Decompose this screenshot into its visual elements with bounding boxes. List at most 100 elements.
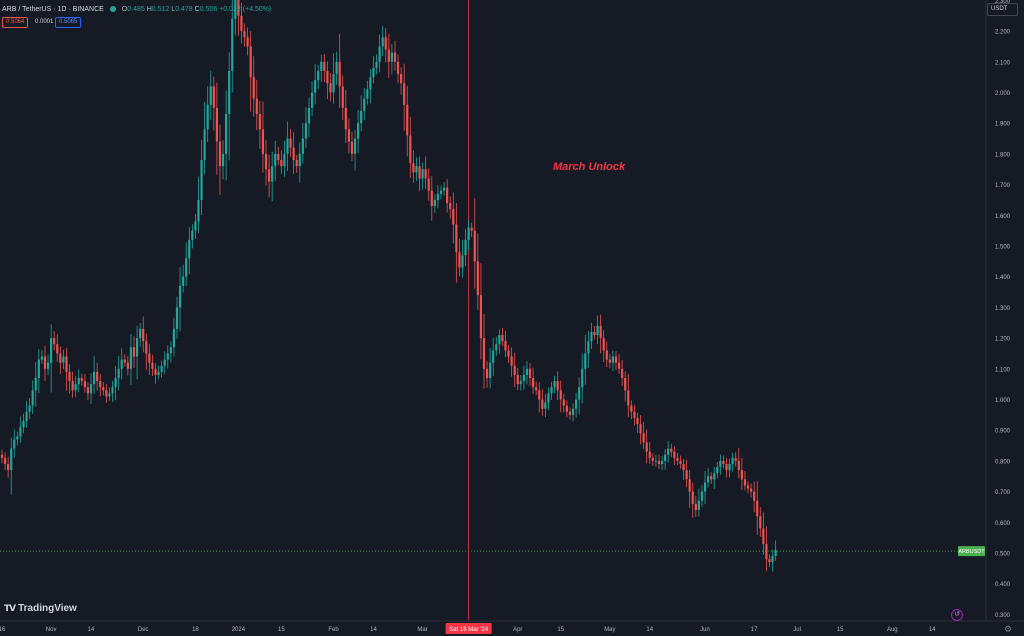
candle bbox=[307, 97, 311, 138]
candle bbox=[200, 139, 203, 216]
candle bbox=[129, 334, 133, 386]
candle bbox=[390, 43, 393, 75]
candle bbox=[157, 365, 160, 380]
candle bbox=[768, 554, 771, 567]
candle bbox=[630, 400, 633, 420]
candle bbox=[40, 350, 44, 365]
candle bbox=[495, 336, 498, 356]
candle bbox=[611, 350, 615, 372]
candle bbox=[562, 394, 565, 413]
candle bbox=[31, 380, 34, 414]
candle bbox=[7, 456, 10, 478]
tradingview-logo[interactable]: 𝗧𝗩 TradingView bbox=[4, 603, 77, 614]
candle bbox=[249, 31, 252, 112]
candle bbox=[28, 397, 31, 420]
candle bbox=[169, 341, 172, 363]
time-tick-label: Aug bbox=[887, 627, 898, 633]
candle bbox=[369, 69, 372, 104]
price-tick-label: 1.200 bbox=[995, 337, 1011, 343]
candle bbox=[80, 373, 83, 386]
candle bbox=[464, 229, 467, 266]
candle bbox=[203, 101, 206, 175]
candle bbox=[691, 482, 694, 518]
candle bbox=[716, 462, 719, 479]
candle bbox=[292, 132, 295, 174]
candle bbox=[225, 90, 228, 181]
chart-header: ARB / TetherUS · 1D · BINANCE O0.485 H0.… bbox=[2, 3, 271, 15]
candle bbox=[56, 334, 59, 362]
open-value: 0.485 bbox=[127, 5, 145, 13]
crosshair: Sat 16 Mar '24 bbox=[445, 0, 492, 634]
candle bbox=[403, 63, 406, 131]
candle bbox=[498, 329, 501, 354]
candle bbox=[602, 330, 605, 363]
candle bbox=[102, 382, 105, 396]
candle bbox=[421, 162, 424, 190]
candle bbox=[587, 330, 590, 368]
candle bbox=[43, 345, 47, 381]
candle bbox=[135, 325, 139, 380]
candle bbox=[703, 471, 707, 504]
candle bbox=[347, 118, 351, 154]
crosshair-date-box bbox=[445, 623, 492, 634]
candle bbox=[433, 194, 436, 213]
candle bbox=[627, 373, 630, 418]
candle bbox=[694, 495, 697, 517]
price-tick-label: 0.900 bbox=[995, 429, 1011, 435]
candle bbox=[532, 367, 535, 394]
candle bbox=[360, 95, 363, 131]
candle bbox=[117, 356, 120, 391]
time-tick-label: Jun bbox=[700, 627, 710, 633]
high-label: H bbox=[146, 5, 152, 13]
candle bbox=[120, 348, 123, 380]
price-tick-label: 1.600 bbox=[995, 214, 1011, 220]
chart-annotation[interactable]: March Unlock bbox=[553, 161, 626, 173]
gear-icon[interactable]: ⚙ bbox=[1004, 624, 1013, 634]
candle bbox=[212, 76, 215, 131]
currency-selector[interactable]: USDT bbox=[987, 3, 1018, 16]
candle bbox=[105, 384, 108, 403]
candle bbox=[175, 296, 179, 339]
candle bbox=[191, 224, 194, 249]
time-tick-label: 14 bbox=[929, 627, 936, 633]
candle bbox=[108, 387, 111, 401]
candle bbox=[310, 80, 314, 116]
candle bbox=[314, 64, 317, 105]
candle bbox=[381, 26, 384, 56]
candle bbox=[550, 381, 553, 400]
candle bbox=[372, 55, 375, 84]
candle bbox=[366, 80, 369, 105]
candle bbox=[363, 87, 366, 120]
last-price-line: ARBUSDT0.50612:56:17 bbox=[0, 546, 1023, 565]
price-tick-label: 0.500 bbox=[995, 552, 1011, 558]
symbol-title[interactable]: ARB / TetherUS · 1D · BINANCE bbox=[2, 5, 104, 13]
close-value: 0.506 bbox=[199, 5, 218, 13]
candle bbox=[667, 440, 670, 463]
candle bbox=[740, 457, 743, 491]
buy-price-button[interactable]: 0.5065 bbox=[55, 17, 82, 28]
candle bbox=[654, 454, 658, 467]
candle bbox=[673, 446, 676, 465]
candle bbox=[679, 455, 682, 469]
candle bbox=[252, 56, 255, 117]
candle bbox=[461, 239, 464, 278]
candle bbox=[172, 317, 176, 357]
candle bbox=[541, 389, 544, 416]
candle bbox=[743, 470, 747, 491]
candle bbox=[670, 443, 673, 458]
candle bbox=[0, 449, 4, 464]
candle bbox=[599, 314, 602, 354]
candle bbox=[412, 150, 415, 183]
replay-icon[interactable]: ↺ bbox=[951, 609, 963, 621]
candle bbox=[341, 75, 344, 121]
sell-price-button[interactable]: 0.5064 bbox=[2, 17, 29, 28]
candle bbox=[19, 416, 22, 443]
candle bbox=[406, 85, 409, 157]
candle bbox=[657, 454, 661, 469]
price-tick-label: 0.600 bbox=[995, 521, 1011, 527]
candle bbox=[123, 354, 126, 367]
candle bbox=[633, 404, 636, 426]
candle bbox=[271, 151, 274, 202]
candle bbox=[676, 452, 679, 466]
